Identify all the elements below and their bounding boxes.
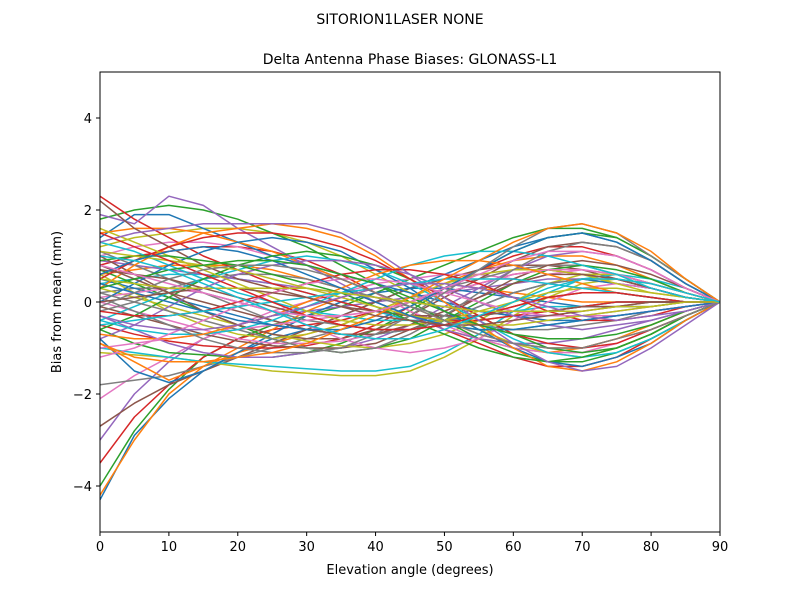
series-line-70 xyxy=(100,255,720,340)
plot-area xyxy=(99,71,721,533)
x-tick-label: 0 xyxy=(96,540,104,555)
x-axis-label: Elevation angle (degrees) xyxy=(326,563,493,578)
x-tick-label: 60 xyxy=(505,540,522,555)
y-tick-label: −4 xyxy=(73,480,92,495)
series-line-41 xyxy=(100,236,720,368)
y-axis: −4 −2 0 2 4 xyxy=(73,112,100,495)
x-tick-label: 10 xyxy=(161,540,178,555)
y-tick-label: 0 xyxy=(84,296,92,311)
series-line-61 xyxy=(100,246,720,331)
x-axis: 0 10 20 30 40 50 60 70 80 90 xyxy=(96,532,728,555)
series-line-63 xyxy=(100,259,720,340)
x-tick-label: 20 xyxy=(230,540,247,555)
series-line-65 xyxy=(100,282,720,331)
x-tick-label: 40 xyxy=(367,540,384,555)
series-line-68 xyxy=(100,264,720,349)
x-tick-label: 50 xyxy=(436,540,453,555)
series-line-44 xyxy=(100,232,720,349)
chart-title: Delta Antenna Phase Biases: GLONASS-L1 xyxy=(263,52,558,68)
series-line-69 xyxy=(100,278,720,312)
x-tick-label: 80 xyxy=(643,540,660,555)
series-layer xyxy=(100,195,720,501)
x-tick-label: 90 xyxy=(712,540,729,555)
series-line-55 xyxy=(100,223,720,372)
y-tick-label: 2 xyxy=(84,204,92,219)
y-tick-label: −2 xyxy=(73,388,92,403)
series-line-64 xyxy=(100,232,720,331)
x-tick-label: 30 xyxy=(298,540,315,555)
y-tick-label: 4 xyxy=(84,112,92,127)
y-axis-label: Bias from mean (mm) xyxy=(50,231,65,373)
figure-suptitle: SITORION1LASER NONE xyxy=(316,12,483,28)
x-tick-label: 70 xyxy=(574,540,591,555)
